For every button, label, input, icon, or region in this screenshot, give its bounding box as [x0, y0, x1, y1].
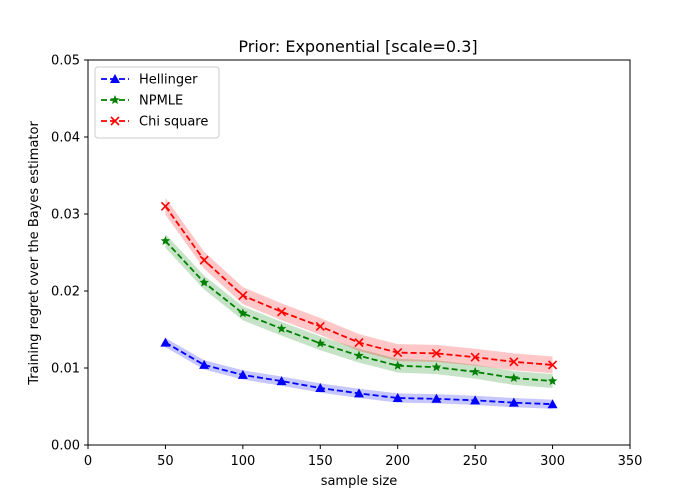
data-point-1-1 [199, 277, 209, 287]
y-tick-label: 0.05 [51, 54, 80, 69]
legend: Hellinger NPMLE Chi square [94, 66, 220, 139]
band-2 [165, 197, 553, 374]
data-point-2-5 [354, 338, 364, 348]
data-point-1-5 [354, 350, 364, 360]
x-tick-label: 350 [618, 454, 643, 469]
x-tick-label: 50 [157, 454, 174, 469]
legend-marker-0 [110, 74, 120, 83]
data-point-1-4 [315, 338, 326, 348]
data-point-0-10 [547, 399, 558, 409]
x-axis-label: sample size [321, 474, 398, 489]
data-point-2-6 [393, 348, 403, 358]
data-point-1-2 [238, 308, 248, 318]
x-tick-label: 0 [84, 454, 92, 469]
data-point-2-1 [199, 255, 209, 265]
data-point-1-10 [547, 376, 558, 386]
legend-label-2: Chi square [139, 115, 208, 130]
data-point-0-5 [354, 388, 364, 398]
y-tick-label: 0.04 [51, 131, 80, 146]
data-point-1-6 [392, 360, 403, 370]
data-point-1-3 [276, 323, 287, 333]
data-point-2-0 [160, 201, 170, 211]
x-tick-label: 100 [230, 454, 255, 469]
x-tick-label: 250 [463, 454, 488, 469]
data-point-2-2 [238, 291, 248, 301]
data-point-0-3 [276, 376, 287, 386]
y-tick-label: 0.02 [51, 285, 80, 300]
legend-label-0: Hellinger [139, 73, 198, 88]
data-point-0-7 [431, 393, 442, 403]
legend-marker-1 [110, 95, 120, 105]
y-tick-label: 0.03 [51, 208, 80, 223]
x-tick-label: 300 [540, 454, 565, 469]
data-point-1-0 [160, 235, 171, 245]
data-point-0-1 [199, 359, 210, 369]
data-point-1-8 [470, 366, 480, 376]
legend-marker-2 [110, 116, 120, 126]
x-axis-ticks: 0 50 100 150 200 250 300 350 [84, 445, 643, 469]
data-point-2-4 [315, 321, 325, 331]
data-point-2-3 [277, 307, 287, 317]
chart-title: Prior: Exponential [scale=0.3] [238, 37, 477, 56]
data-point-2-8 [470, 352, 480, 362]
data-point-2-9 [509, 357, 519, 367]
data-point-0-6 [392, 393, 403, 403]
series-markers [160, 201, 558, 409]
y-tick-label: 0.00 [51, 439, 80, 454]
x-tick-label: 200 [385, 454, 410, 469]
data-point-2-7 [431, 348, 441, 358]
data-point-0-0 [160, 337, 171, 347]
legend-label-1: NPMLE [139, 94, 183, 109]
y-axis-ticks: 0.00 0.01 0.02 0.03 0.04 0.05 [51, 54, 88, 454]
data-point-2-10 [548, 360, 558, 370]
data-point-0-9 [508, 397, 519, 407]
data-point-0-8 [470, 395, 481, 405]
plot-frame [87, 59, 631, 446]
x-tick-label: 150 [308, 454, 333, 469]
y-axis-label: Training regret over the Bayes estimator [27, 121, 42, 386]
legend-box [94, 66, 220, 139]
y-tick-label: 0.01 [51, 362, 80, 377]
data-point-1-9 [509, 373, 519, 383]
data-point-0-4 [315, 383, 326, 393]
data-point-0-2 [237, 369, 248, 379]
data-point-1-7 [431, 362, 442, 372]
